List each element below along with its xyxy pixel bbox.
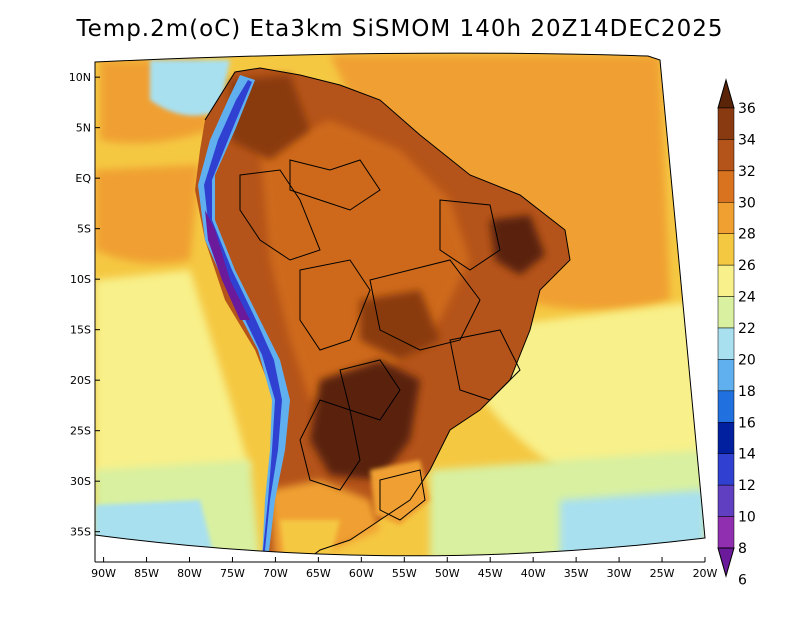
lon-tick-label: 20W xyxy=(693,567,718,580)
colorbar-label: 36 xyxy=(738,101,756,117)
lat-tick-label: 5S xyxy=(77,223,91,236)
colorbar-label: 8 xyxy=(738,541,747,557)
colorbar-swatch xyxy=(717,170,735,203)
colorbar-label: 22 xyxy=(738,321,756,337)
lon-tick-label: 30W xyxy=(607,567,632,580)
chaco-hot-spot xyxy=(310,360,420,480)
panama-cool-water xyxy=(150,60,230,116)
colorbar-swatch xyxy=(717,107,735,140)
lat-tick-label: 10S xyxy=(70,273,91,286)
lat-tick-label: 15S xyxy=(70,324,91,337)
colorbar-swatch xyxy=(717,359,735,392)
lon-tick-label: 50W xyxy=(435,567,460,580)
colorbar-swatch xyxy=(717,390,735,423)
colorbar-swatch xyxy=(717,453,735,486)
lon-tick-label: 65W xyxy=(306,567,331,580)
lon-tick-label: 25W xyxy=(650,567,675,580)
colorbar-label: 28 xyxy=(738,227,756,243)
colorbar-swatch xyxy=(717,233,735,266)
colorbar-label: 18 xyxy=(738,384,756,400)
lon-tick-label: 75W xyxy=(220,567,245,580)
lon-tick-label: 90W xyxy=(91,567,116,580)
lat-tick-label: 25S xyxy=(70,425,91,438)
colorbar-swatch xyxy=(717,516,735,549)
colorbar-label: 14 xyxy=(738,447,756,463)
colorbar-swatch xyxy=(717,264,735,297)
colorbar-label: 32 xyxy=(738,164,756,180)
colorbar-label: 6 xyxy=(738,572,747,588)
colorbar-label: 12 xyxy=(738,478,756,494)
domain-outline xyxy=(94,52,706,557)
lon-tick-label: 45W xyxy=(478,567,503,580)
south-pacific-cyan xyxy=(95,500,215,556)
patagonia-mild xyxy=(280,520,340,556)
colorbar-swatch xyxy=(717,139,735,172)
longitude-ticks: 90W 85W 80W 75W 70W 65W 60W 55W 50W 45W 40W 35W 30W 2… xyxy=(91,557,718,580)
temperature-field xyxy=(95,53,705,556)
colorbar-label: 26 xyxy=(738,258,756,274)
colorbar-label: 16 xyxy=(738,415,756,431)
colorbar-bottom-arrow xyxy=(717,547,735,578)
lon-tick-label: 40W xyxy=(521,567,546,580)
atlantic-warm-band xyxy=(330,55,670,310)
map-title: Temp.2m(oC) Eta3km SiSMOM 140h 20Z14DEC2… xyxy=(76,16,724,42)
pacific-cool-yellow xyxy=(95,270,250,480)
uruguay-region xyxy=(370,460,430,525)
lat-tick-label: 35S xyxy=(70,526,91,539)
northeast-hot-spot xyxy=(490,215,545,275)
colorbar-swatch xyxy=(717,202,735,234)
colorbar-swatch xyxy=(717,296,735,329)
colorbar-label: 24 xyxy=(738,290,756,306)
country-borders xyxy=(204,67,571,556)
lon-tick-label: 55W xyxy=(392,567,417,580)
colorbar-swatch xyxy=(717,422,735,454)
latitude-ticks: 10N 5N EQ 5S 10S 15S 20S 25S 30S 35S xyxy=(69,71,100,539)
lat-tick-label: 5N xyxy=(76,122,91,135)
lon-tick-label: 80W xyxy=(177,567,202,580)
lon-tick-label: 85W xyxy=(134,567,159,580)
lon-tick-label: 60W xyxy=(349,567,374,580)
lat-tick-label: 10N xyxy=(69,71,91,84)
colorbar-swatch xyxy=(717,484,735,517)
pacific-warm-band xyxy=(95,165,200,264)
central-hot-zone xyxy=(360,290,440,360)
south-atlantic-yellow xyxy=(470,300,705,470)
colorbar-label: 20 xyxy=(738,352,756,368)
colorbar-label: 10 xyxy=(738,510,756,526)
lon-tick-label: 35W xyxy=(564,567,589,580)
lat-tick-label: 30S xyxy=(70,475,91,488)
north-hot-zone xyxy=(230,75,310,160)
colorbar-top-arrow xyxy=(717,78,735,109)
colorbar-label: 34 xyxy=(738,132,756,148)
colorbar: 36 34 32 30 28 26 24 22 20 18 16 14 12 10 8 6 xyxy=(717,78,756,588)
colorbar-label: 30 xyxy=(738,195,756,211)
lat-tick-label: EQ xyxy=(75,172,91,185)
lat-tick-label: 20S xyxy=(70,374,91,387)
colorbar-swatch xyxy=(717,327,735,360)
altiplano-coldest xyxy=(205,210,250,320)
lon-tick-label: 70W xyxy=(263,567,288,580)
